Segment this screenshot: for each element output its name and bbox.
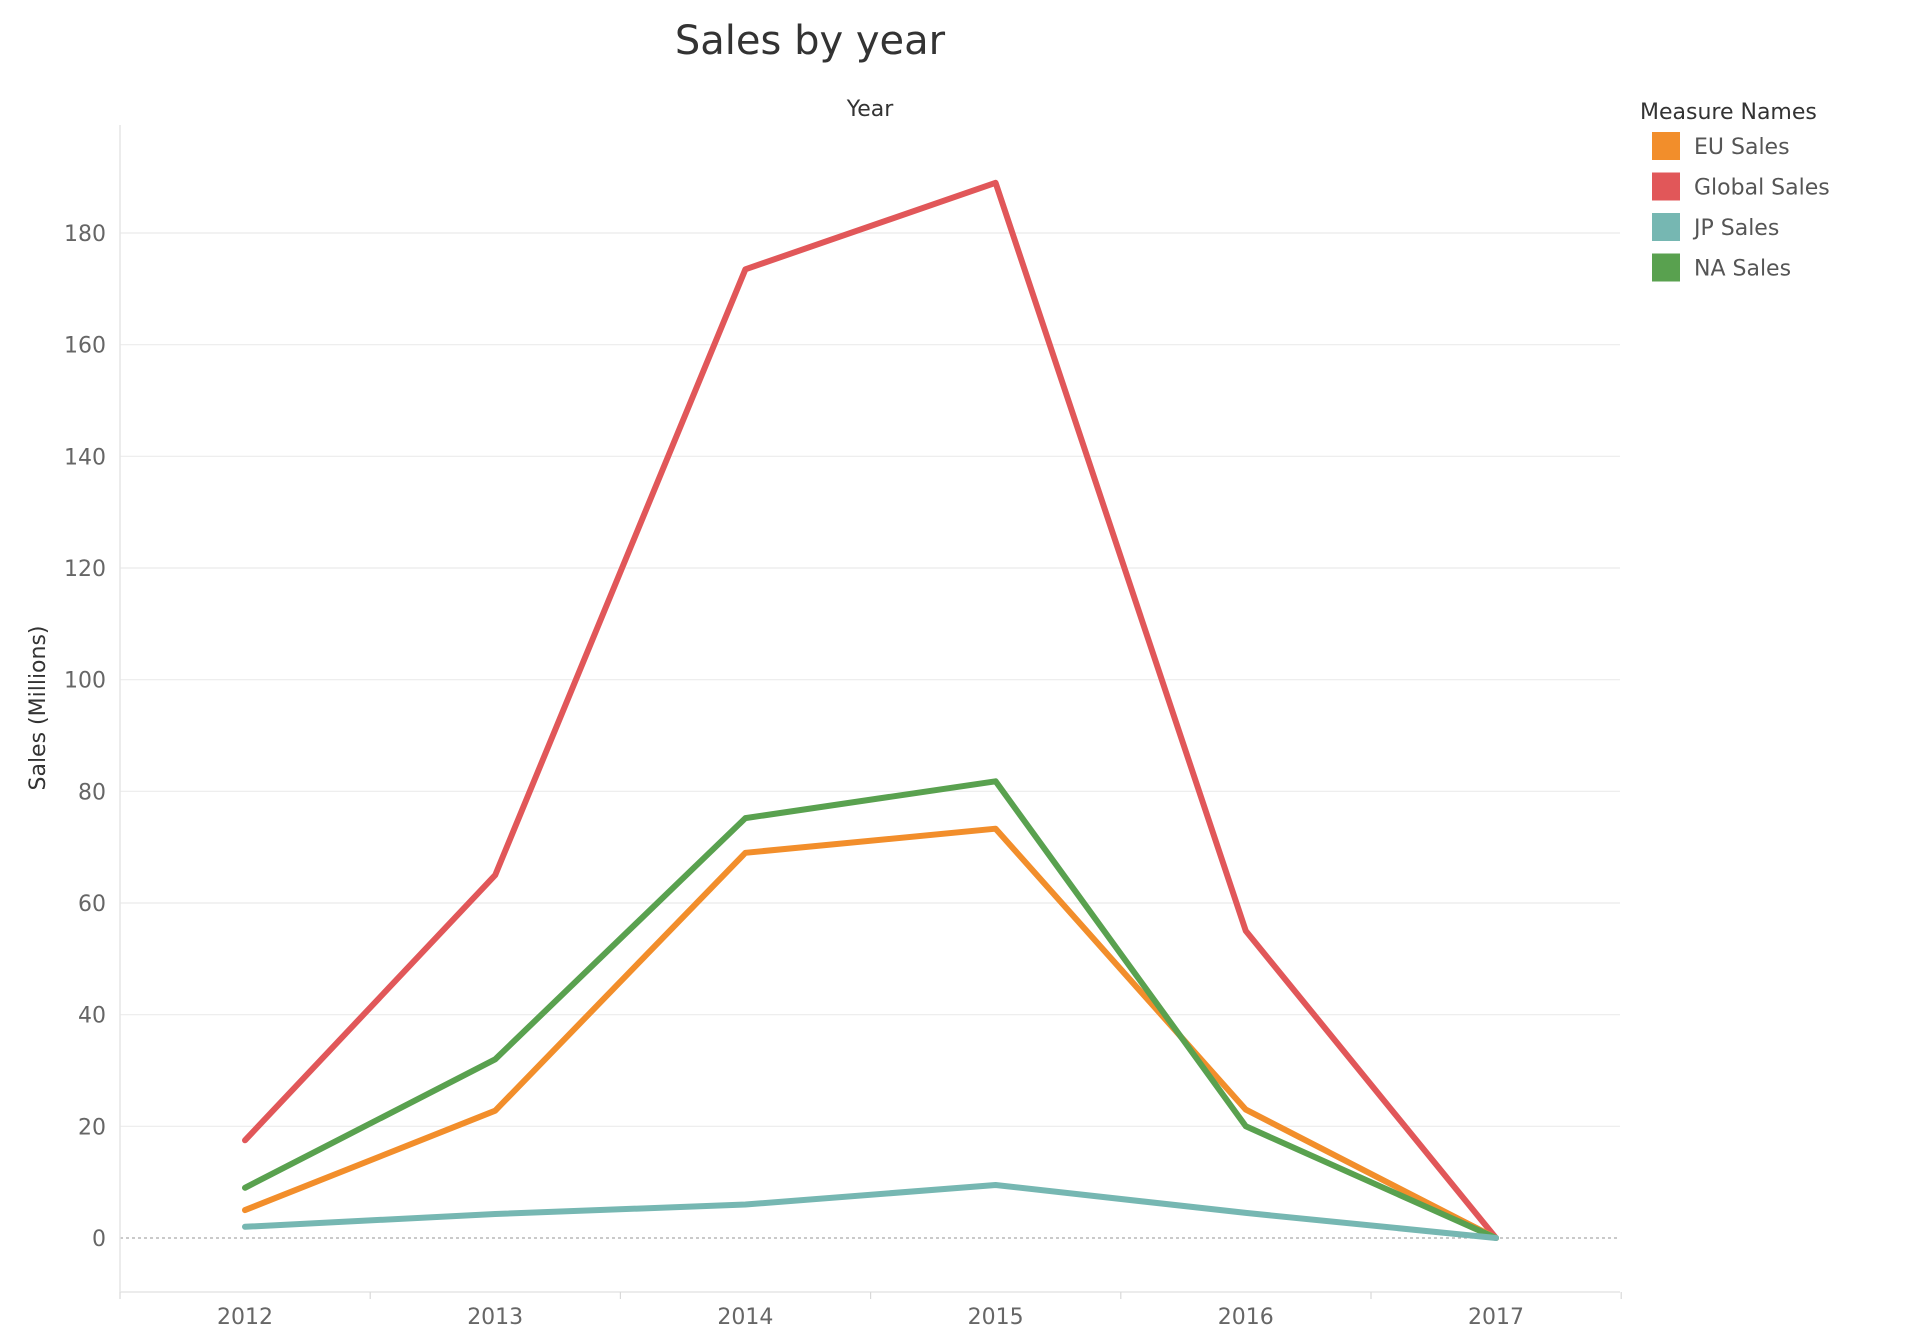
legend-label: Global Sales (1694, 176, 1830, 201)
x-axis-title: Year (846, 97, 895, 122)
legend-title: Measure Names (1640, 100, 1817, 125)
chart-title: Sales by year (675, 18, 946, 64)
y-tick-label: 140 (64, 445, 106, 470)
legend-swatch (1652, 213, 1680, 241)
legend-swatch (1652, 172, 1680, 201)
y-tick-label: 0 (92, 1227, 106, 1252)
y-tick-label: 160 (64, 334, 106, 359)
y-axis-title: Sales (Millions) (26, 625, 51, 790)
series-line-jp-sales (242, 1182, 1499, 1241)
y-tick-label: 180 (64, 222, 106, 247)
y-tick-label: 120 (64, 557, 106, 582)
x-tick-label: 2016 (1218, 1305, 1274, 1326)
x-tick-label: 2014 (717, 1305, 773, 1326)
y-tick-label: 20 (78, 1115, 106, 1140)
series-line-global-sales (242, 179, 1499, 1241)
series-line-na-sales (242, 778, 1499, 1241)
x-tick-label: 2013 (467, 1305, 523, 1326)
legend-label: JP Sales (1692, 216, 1779, 241)
legend-swatch (1652, 253, 1680, 282)
legend-label: NA Sales (1694, 257, 1791, 282)
series-line-eu-sales (242, 825, 1499, 1241)
legend-swatch (1652, 132, 1680, 160)
x-tick-label: 2012 (217, 1305, 273, 1326)
y-tick-label: 40 (78, 1004, 106, 1029)
y-tick-label: 100 (64, 669, 106, 694)
x-tick-label: 2017 (1468, 1305, 1524, 1326)
series-lines (242, 179, 1499, 1241)
legend: Measure Names EU Sales Global Sales JP Sal… (1640, 100, 1830, 282)
legend-label: EU Sales (1694, 135, 1790, 160)
x-tick-label: 2015 (968, 1305, 1024, 1326)
axes: 0 20 40 60 80 100 120 140 160 180 2012 2013 2014 2015… (64, 125, 1622, 1326)
y-tick-label: 60 (78, 892, 106, 917)
y-tick-label: 80 (78, 780, 106, 805)
gridlines (120, 232, 1620, 1239)
